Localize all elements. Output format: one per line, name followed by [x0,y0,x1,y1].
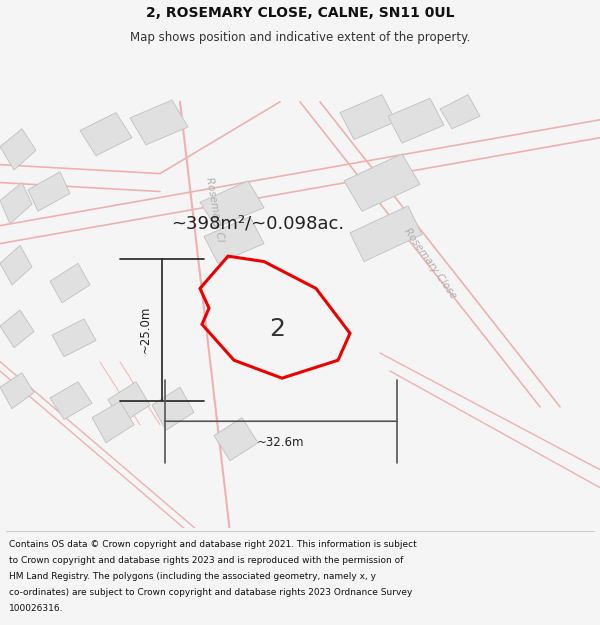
Polygon shape [92,401,134,442]
Polygon shape [350,206,422,261]
Text: ~25.0m: ~25.0m [139,306,152,353]
Polygon shape [50,382,92,419]
Text: co-ordinates) are subject to Crown copyright and database rights 2023 Ordnance S: co-ordinates) are subject to Crown copyr… [9,588,412,597]
Polygon shape [440,94,480,129]
Polygon shape [50,263,90,302]
Polygon shape [152,387,194,430]
Text: 2, ROSEMARY CLOSE, CALNE, SN11 0UL: 2, ROSEMARY CLOSE, CALNE, SN11 0UL [146,6,454,21]
Polygon shape [344,154,420,211]
Text: Contains OS data © Crown copyright and database right 2021. This information is : Contains OS data © Crown copyright and d… [9,539,417,549]
Polygon shape [0,372,34,409]
Polygon shape [108,382,150,423]
Text: Map shows position and indicative extent of the property.: Map shows position and indicative extent… [130,31,470,44]
Text: 2: 2 [269,318,286,341]
Text: to Crown copyright and database rights 2023 and is reproduced with the permissio: to Crown copyright and database rights 2… [9,556,403,564]
Text: 100026316.: 100026316. [9,604,64,612]
Polygon shape [0,246,32,285]
Polygon shape [52,319,96,357]
Polygon shape [340,94,396,139]
Polygon shape [214,418,258,461]
Polygon shape [0,129,36,170]
Polygon shape [130,100,188,145]
Text: Rosemary Close: Rosemary Close [402,226,458,301]
Polygon shape [200,181,264,228]
Text: HM Land Registry. The polygons (including the associated geometry, namely x, y: HM Land Registry. The polygons (includin… [9,572,376,581]
Polygon shape [204,217,264,263]
Text: ~32.6m: ~32.6m [257,436,305,449]
Polygon shape [80,112,132,156]
Polygon shape [28,172,70,211]
Polygon shape [0,310,34,348]
Polygon shape [0,182,32,224]
Text: Rosemary Cl: Rosemary Cl [205,176,226,242]
Text: ~398m²/~0.098ac.: ~398m²/~0.098ac. [172,215,344,233]
Polygon shape [388,98,444,143]
